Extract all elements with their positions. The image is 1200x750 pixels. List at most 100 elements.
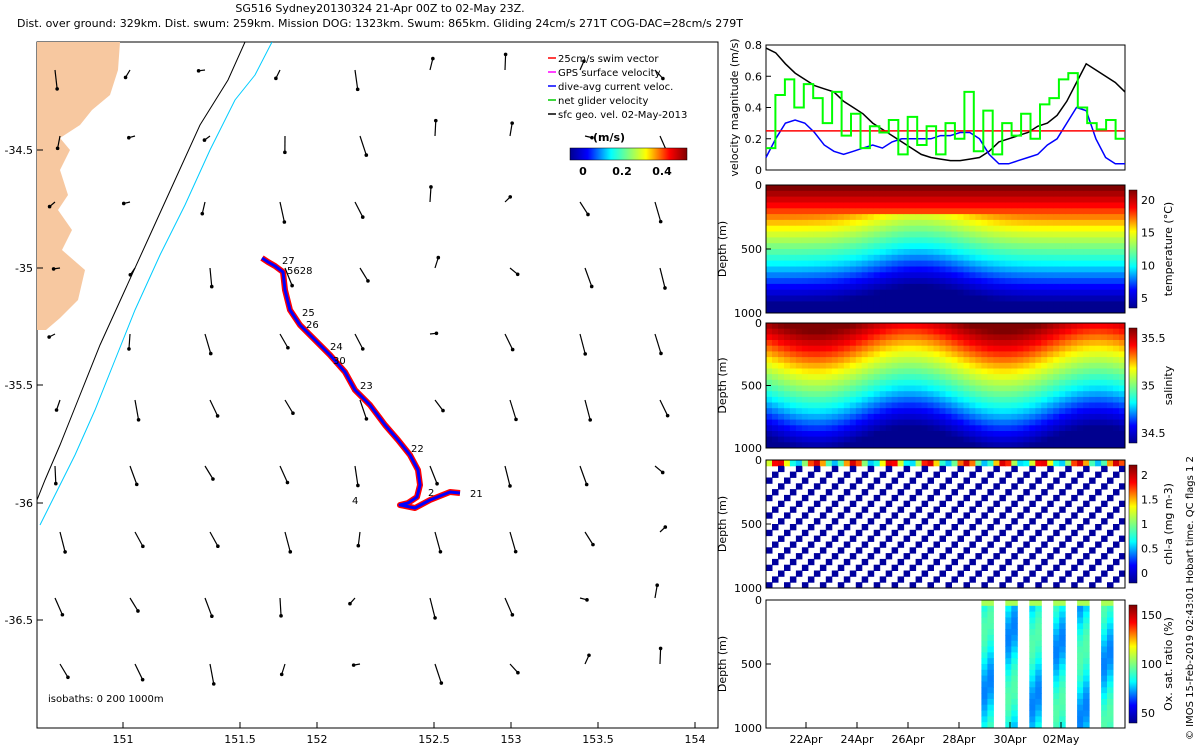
arrow-head [291,411,295,416]
section-cell [921,396,929,404]
velocity-arrow [284,267,294,288]
section-cell [1065,460,1072,467]
section-cell [993,196,1000,203]
section-cell [915,419,923,426]
legend-item: net glider velocity [548,96,648,107]
section-cell [1089,225,1096,232]
section-cell [1095,225,1102,232]
arrow-head [274,76,278,81]
section-cell [1029,278,1036,285]
section-cell [1041,576,1048,583]
section-cell [861,357,869,364]
section-cell [993,535,1000,542]
section-cell [999,260,1006,267]
section-cell [909,243,917,250]
section-cell [1077,611,1084,618]
section-y-tick-label: 1000 [734,582,762,595]
section-cell [831,307,839,314]
section-cell [849,351,857,358]
map-x-tick-label: 153 [501,733,522,746]
section-cell [1077,225,1084,232]
section-cell [1071,379,1078,386]
section-cell [1095,237,1102,244]
velocity-arrow [121,201,131,206]
section-cell [879,524,887,531]
section-cell [784,323,791,330]
section-cell [1071,231,1078,238]
section-cell [843,289,851,296]
section-cell [909,368,917,375]
section-cell [849,323,857,330]
section-cell [778,340,785,347]
section-cell [981,185,988,192]
section-cell [927,436,934,443]
section-cell [813,307,821,314]
section-cell [855,340,863,347]
section-cell [1041,283,1048,291]
section-cell [909,272,917,279]
section-cell [784,272,791,279]
section-cell [1119,190,1126,198]
section-cell [1083,687,1090,694]
section-cell [981,529,988,537]
section-cell [1095,541,1102,548]
section-cell [909,379,917,386]
section-cell [915,214,923,221]
section-cell [1029,600,1036,607]
section-cell [1035,658,1042,665]
section-cell [849,266,857,273]
section-cell [766,190,773,198]
time-tick-label: 22Apr [789,733,823,746]
section-cell [1059,289,1066,296]
velocity-arrow [654,201,663,224]
section-cell [867,465,875,473]
section-cell [987,272,994,279]
section-cell [795,249,803,256]
section-cell [909,323,917,330]
section-cell [1095,351,1102,358]
section-cell [867,225,875,232]
section-cell [1053,529,1060,537]
section-cell [1107,681,1114,688]
section-cell [795,374,803,381]
section-cell [1035,272,1042,279]
section-cell [939,535,946,542]
section-cell [927,357,934,364]
section-cell [1023,460,1030,467]
section-cell [849,334,857,341]
section-cell [945,266,952,273]
section-cell [766,340,773,347]
profile-label: 21 [470,489,483,500]
section-cell [1119,272,1126,279]
section-cell [915,266,923,273]
section-cell [921,185,929,192]
velocity-arrow [354,201,365,219]
section-cell [1119,431,1126,438]
section-cell [1113,278,1120,285]
section-cell [1095,368,1102,375]
section-cell [1047,196,1054,203]
section-cell [873,202,881,209]
section-cell [801,582,809,589]
section-cell [1059,219,1066,227]
section-cell [1059,340,1066,347]
section-cell [903,465,911,473]
section-cell [837,477,845,484]
section-cell [819,249,827,256]
section-cell [1089,196,1096,203]
section-cell [975,190,982,198]
section-cell [813,408,821,415]
section-cell [1029,196,1036,203]
section-cell [1041,391,1048,398]
section-cell [1083,243,1090,250]
section-cell [789,202,797,209]
section-cell [915,190,923,198]
section-cell [897,295,905,302]
section-cell [987,693,994,700]
section-cell [766,374,773,381]
section-cell [1059,611,1066,618]
section-cell [1005,710,1012,717]
section-cell [879,402,887,409]
section-cell [1083,345,1090,352]
